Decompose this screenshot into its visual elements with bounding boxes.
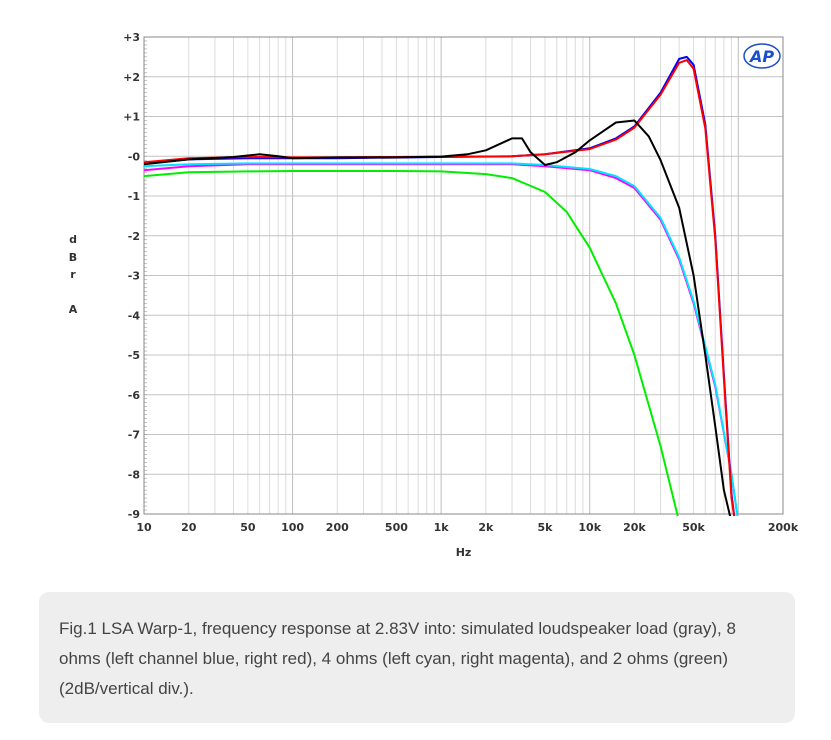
x-tick-label: 10 [136, 521, 152, 534]
x-tick-label: 5k [537, 521, 553, 534]
series-line-2 [144, 170, 679, 516]
y-tick-label: -7 [128, 429, 140, 442]
y-tick-label: -0 [128, 150, 141, 163]
x-tick-label: 200 [326, 521, 349, 534]
x-tick-label: 1k [434, 521, 450, 534]
y-tick-label: -2 [128, 230, 140, 243]
x-tick-label: 10k [578, 521, 601, 534]
x-tick-label: 20 [181, 521, 197, 534]
x-axis-label: Hz [456, 546, 472, 559]
y-tick-label: -6 [128, 389, 141, 402]
y-tick-label: -4 [128, 309, 141, 322]
frequency-response-chart: +3 +2 +1 -0 -1 -2 -3 -4 -5 -6 -7 -8 -910 20 50 100 200 50… [123, 31, 799, 559]
x-tick-label: 20k [623, 521, 646, 534]
chart-area: +3 +2 +1 -0 -1 -2 -3 -4 -5 -6 -7 -8 -9 10 20 50 100 200 50… [68, 31, 799, 559]
y-tick-label: -9 [128, 508, 140, 521]
plot-frame [143, 36, 784, 515]
y-tick-label: -1 [128, 190, 140, 203]
y-axis-label-r: r [70, 268, 76, 281]
x-tick-label: 50 [240, 521, 256, 534]
y-axis-label-B: B [68, 251, 78, 264]
x-tick-label: 500 [385, 521, 408, 534]
y-tick-label: +2 [123, 71, 140, 84]
figure-caption-box: Fig.1 LSA Warp-1, frequency response at … [39, 592, 795, 723]
y-tick-label: -5 [128, 349, 140, 362]
x-tick-label: 2k [478, 521, 494, 534]
y-axis-label-d: d [69, 233, 77, 246]
x-tick-label: 100 [281, 521, 304, 534]
ap-logo: AP [748, 47, 774, 66]
x-tick-label: 200k [768, 521, 799, 534]
y-tick-label: -8 [128, 468, 140, 481]
series-line-5 [144, 119, 732, 516]
y-axis-label-A: A [68, 303, 78, 316]
x-tick-label: 50k [682, 521, 705, 534]
figure-caption: Fig.1 LSA Warp-1, frequency response at … [59, 619, 736, 698]
y-tick-label: -3 [128, 270, 140, 283]
y-tick-label: +1 [123, 111, 140, 124]
y-tick-label: +3 [123, 31, 140, 44]
ap-logo-ring [743, 43, 781, 69]
